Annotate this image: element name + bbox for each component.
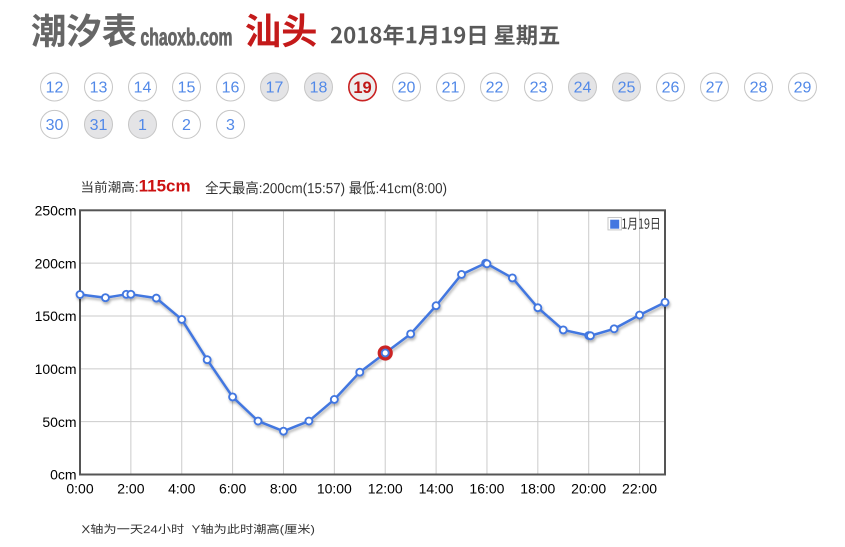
svg-text:29: 29: [794, 80, 812, 97]
svg-text:31: 31: [90, 117, 108, 134]
svg-text:16:00: 16:00: [469, 480, 504, 496]
svg-text:21: 21: [442, 80, 460, 97]
svg-text:100cm: 100cm: [35, 361, 77, 377]
svg-text:250cm: 250cm: [35, 203, 77, 219]
svg-text:13: 13: [90, 80, 108, 97]
svg-text:22: 22: [486, 80, 504, 97]
svg-text:18: 18: [310, 80, 328, 97]
svg-text:12:00: 12:00: [368, 480, 403, 496]
svg-text:2: 2: [182, 117, 191, 134]
svg-text:19: 19: [353, 79, 371, 97]
svg-text:4:00: 4:00: [168, 480, 195, 496]
svg-text:18:00: 18:00: [520, 480, 555, 496]
svg-text:2:00: 2:00: [117, 480, 144, 496]
svg-text:0cm: 0cm: [50, 467, 76, 483]
svg-text:1: 1: [138, 117, 147, 134]
svg-text:15: 15: [178, 80, 196, 97]
svg-text:23: 23: [530, 80, 548, 97]
svg-text:8:00: 8:00: [270, 480, 297, 496]
svg-text:17: 17: [266, 80, 284, 97]
svg-text:115cm: 115cm: [139, 177, 191, 196]
svg-text:150cm: 150cm: [35, 308, 77, 324]
svg-text:20: 20: [398, 80, 416, 97]
svg-text:14:00: 14:00: [419, 480, 454, 496]
svg-text:24: 24: [574, 80, 592, 97]
svg-text:6:00: 6:00: [219, 480, 246, 496]
svg-text:3: 3: [226, 117, 235, 134]
svg-text:12: 12: [46, 80, 64, 97]
svg-text:10:00: 10:00: [317, 480, 352, 496]
svg-text:25: 25: [618, 80, 636, 97]
svg-text:22:00: 22:00: [622, 480, 657, 496]
svg-text:26: 26: [662, 80, 680, 97]
svg-text:27: 27: [706, 80, 724, 97]
svg-text:20:00: 20:00: [571, 480, 606, 496]
svg-text:50cm: 50cm: [42, 414, 76, 430]
svg-text:14: 14: [134, 80, 152, 97]
svg-text:16: 16: [222, 80, 240, 97]
svg-text:30: 30: [46, 117, 64, 134]
svg-text:200cm: 200cm: [35, 255, 77, 271]
svg-text:0:00: 0:00: [66, 480, 93, 496]
svg-text:28: 28: [750, 80, 768, 97]
